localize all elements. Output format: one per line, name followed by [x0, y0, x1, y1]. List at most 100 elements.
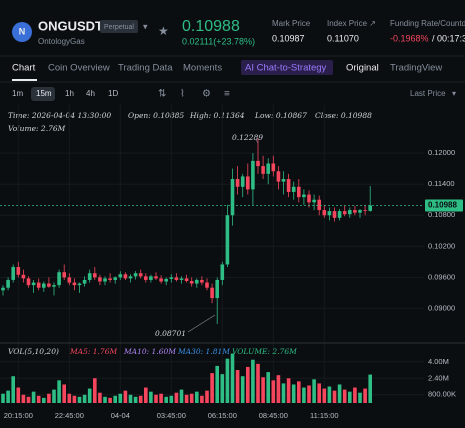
tab[interactable]: Trading Data: [118, 63, 173, 74]
candle-body: [26, 278, 31, 286]
tab[interactable]: Coin Overview: [48, 63, 110, 74]
y-tick-label: 0.10800: [428, 210, 455, 219]
volume-bar: [154, 394, 158, 403]
volume-bar: [337, 384, 342, 403]
candle-body: [256, 160, 260, 167]
volume-bar: [133, 396, 138, 403]
volume-bar: [348, 391, 352, 403]
tool-icon[interactable]: ≡: [224, 89, 230, 100]
volume-bar: [195, 391, 199, 403]
tab[interactable]: TradingView: [390, 63, 442, 74]
volume-bar: [98, 392, 102, 403]
candle-body: [358, 210, 362, 213]
volume-bar: [317, 383, 321, 403]
interval[interactable]: 15m: [36, 89, 52, 98]
candle-body: [276, 171, 281, 182]
candle-body: [52, 285, 56, 287]
last-price: 0.10988: [182, 18, 240, 35]
max-annotation: 0.12289: [232, 133, 263, 142]
volume-bar: [210, 373, 214, 403]
info-time: Time: 2026-04-04 13:30:00: [8, 111, 111, 120]
tab[interactable]: Chart: [12, 63, 36, 74]
vol-ma10: MA10: 1.60M: [123, 347, 176, 356]
volume-bar: [205, 390, 209, 403]
y-tick-label: 0.11400: [428, 179, 455, 188]
candle-body: [251, 160, 255, 190]
tab[interactable]: Original: [346, 63, 379, 74]
volume-bar: [286, 378, 291, 403]
y-tick-label: 0.12000: [428, 148, 455, 157]
candle-body: [302, 194, 306, 198]
tool-icon[interactable]: ⚙: [202, 89, 211, 100]
tool-icon[interactable]: ⌇: [180, 89, 185, 100]
candle-body: [103, 278, 107, 282]
volume-bar: [342, 389, 347, 403]
mark-value: 0.10987: [272, 33, 305, 43]
interval[interactable]: 1m: [12, 89, 23, 98]
funding-label: Funding Rate/Countd: [390, 19, 465, 28]
volume-bar: [307, 385, 311, 403]
volume-bar: [21, 394, 26, 403]
interval-bar: 1m 15m 1h 4h 1D: [12, 89, 118, 98]
tool-icon[interactable]: ⇅: [158, 89, 166, 100]
volume-bar: [200, 395, 204, 403]
candle-body: [312, 199, 316, 203]
volume-bar: [103, 396, 107, 403]
candle-body: [240, 176, 245, 187]
volume-bar: [246, 366, 250, 403]
candle-body: [297, 186, 301, 198]
vol-ma5: MA5: 1.76M: [69, 347, 117, 356]
candle-body: [128, 276, 133, 279]
index-label[interactable]: Index Price ↗: [327, 19, 376, 28]
volume-bar: [291, 384, 296, 403]
candle-body: [215, 279, 219, 299]
volume-bar: [363, 388, 367, 403]
candle-body: [133, 273, 138, 277]
candle-body: [113, 277, 117, 280]
volume-bar: [11, 376, 15, 403]
volume-bar: [332, 390, 337, 403]
info-close: Close: 0.10988: [315, 111, 372, 120]
dropdown[interactable]: ▾: [143, 21, 148, 31]
candle-body: [322, 210, 327, 216]
tab[interactable]: AI Chat-to-Strategy: [245, 63, 327, 74]
price-type-arrow[interactable]: ▾: [452, 89, 456, 98]
volume-bar: [62, 384, 66, 403]
volume-bar: [174, 392, 179, 403]
candle-body: [266, 163, 270, 174]
candle-body: [235, 179, 240, 187]
volume-bar: [261, 377, 265, 403]
candle-body: [246, 176, 250, 190]
volume-bar: [322, 388, 327, 403]
candle-body: [77, 283, 82, 286]
tab[interactable]: Moments: [183, 63, 222, 74]
last-price-label: 0.10988: [428, 201, 457, 210]
candle-body: [184, 278, 189, 281]
volume-bar: [47, 393, 51, 403]
badge-bg: [100, 20, 138, 33]
price-type[interactable]: Last Price: [410, 89, 446, 98]
vol-ma30: MA30: 1.81M: [177, 347, 230, 356]
favorite[interactable]: ★: [158, 24, 169, 38]
interval[interactable]: 1D: [108, 89, 118, 98]
volume-bar: [108, 397, 112, 403]
candle-body: [98, 277, 102, 282]
volume-tick-label: 800.00K: [428, 390, 456, 399]
volume-bar: [138, 395, 143, 403]
candle-body: [174, 277, 179, 280]
candle-body: [169, 277, 174, 279]
volume-bar: [52, 389, 56, 403]
vol-title: VOL(5,10,20): [8, 347, 59, 356]
x-tick-label: 03:45:00: [157, 411, 186, 420]
volume-bar: [159, 393, 163, 403]
candle-body: [317, 199, 321, 211]
interval[interactable]: 1h: [65, 89, 74, 98]
interval[interactable]: 4h: [86, 89, 95, 98]
candle-body: [189, 280, 194, 284]
symbol[interactable]: ONGUSDT: [38, 18, 103, 33]
x-tick-label: 06:15:00: [208, 411, 237, 420]
candle-body: [62, 272, 66, 278]
volume-bar: [327, 386, 332, 403]
volume-bar: [16, 387, 21, 403]
volume-tick-label: 4.00M: [428, 357, 449, 366]
